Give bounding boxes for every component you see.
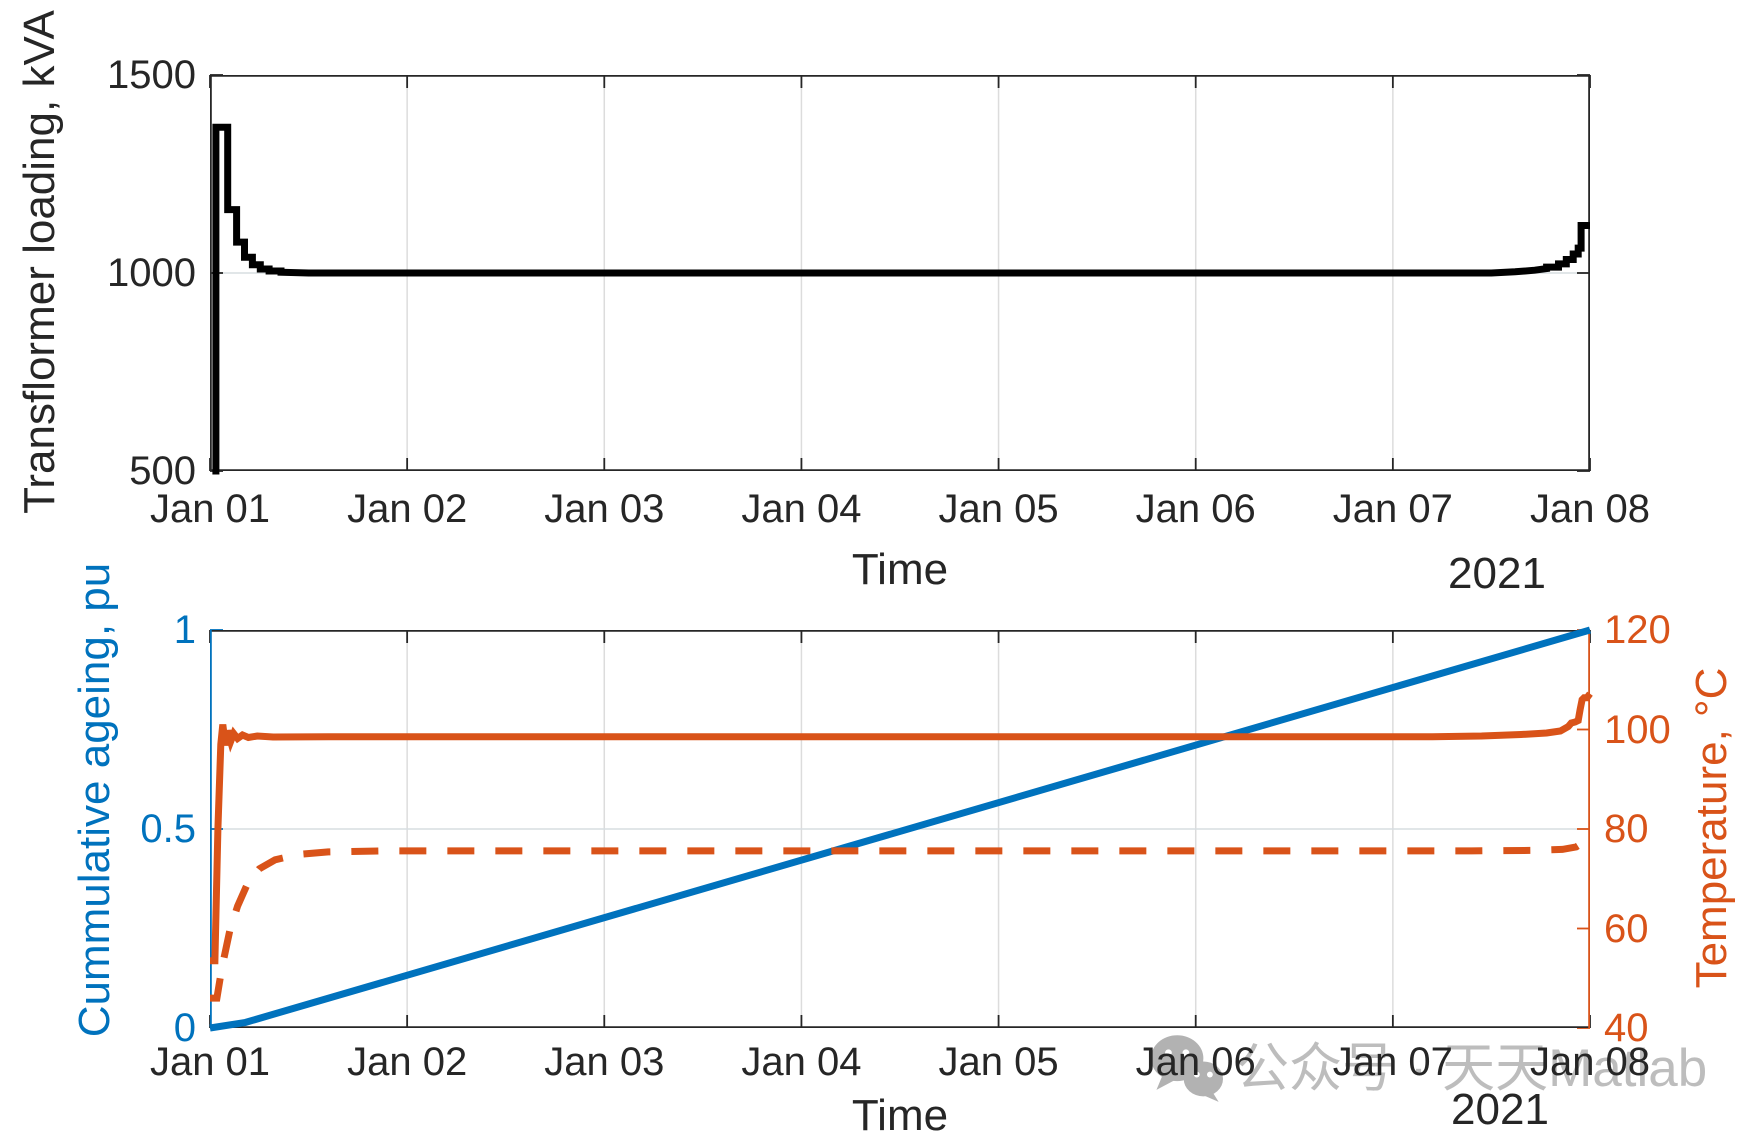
x-tick-label: Jan 03 <box>544 487 665 531</box>
x-tick-label: Jan 04 <box>741 487 862 531</box>
y-tick-label: 0.5 <box>140 807 196 851</box>
y-tick-label: 1500 <box>107 53 196 97</box>
wechat-icon <box>1151 1035 1223 1102</box>
bottom-xlabel-time: Time <box>851 1091 949 1140</box>
transformer-loading-kva-line <box>212 123 1590 475</box>
x-tick-label: Jan 08 <box>1529 487 1651 531</box>
top-year-label: 2021 <box>1448 549 1546 598</box>
right-y-tick-label: 80 <box>1604 807 1649 851</box>
right-y-tick-label: 100 <box>1604 707 1671 752</box>
x-tick-label: Jan 01 <box>149 1040 271 1084</box>
x-tick-label: Jan 03 <box>544 1040 665 1084</box>
y-tick-label: 1000 <box>107 251 196 295</box>
x-tick-label: Jan 02 <box>347 1040 468 1084</box>
watermark-text: 公众号 · 天天Matlab <box>1236 1038 1708 1098</box>
ageing-ylabel: Cummulative ageing, pu <box>70 562 119 1038</box>
x-tick-label: Jan 01 <box>149 487 271 531</box>
x-tick-label: Jan 05 <box>938 487 1059 531</box>
loading-ylabel: Transflormer loading, kVA <box>15 10 64 514</box>
top-xlabel-time: Time <box>851 545 949 594</box>
bottom-year-label: 2021 <box>1451 1085 1549 1134</box>
y-tick-label: 1 <box>173 608 196 652</box>
temperature-ylabel: Temperature, °C <box>1687 667 1736 989</box>
x-tick-label: Jan 04 <box>741 1040 862 1084</box>
x-tick-label: Jan 07 <box>1332 487 1453 531</box>
x-tick-label: Jan 07 <box>1332 1040 1453 1084</box>
right-y-tick-label: 120 <box>1604 608 1671 652</box>
y-tick-label: 0 <box>173 1006 196 1050</box>
x-tick-label: Jan 06 <box>1135 1040 1256 1084</box>
ageing-temperature-chart <box>209 626 1593 1032</box>
y-tick-label: 500 <box>129 449 196 493</box>
right-y-tick-label: 60 <box>1604 906 1649 951</box>
watermark: 公众号 · 天天Matlab <box>1146 1032 1707 1104</box>
x-tick-label: Jan 05 <box>938 1040 1059 1084</box>
hot-spot-temperature-line <box>210 691 1593 965</box>
x-tick-label: Jan 02 <box>347 487 468 531</box>
right-y-tick-label: 40 <box>1604 1006 1649 1050</box>
x-tick-label: Jan 06 <box>1135 487 1256 531</box>
x-tick-label: Jan 08 <box>1529 1040 1651 1084</box>
cumulative-ageing-pu-line <box>209 626 1591 1032</box>
loading-chart <box>209 74 1591 475</box>
top-oil-temperature-line <box>210 833 1593 1002</box>
